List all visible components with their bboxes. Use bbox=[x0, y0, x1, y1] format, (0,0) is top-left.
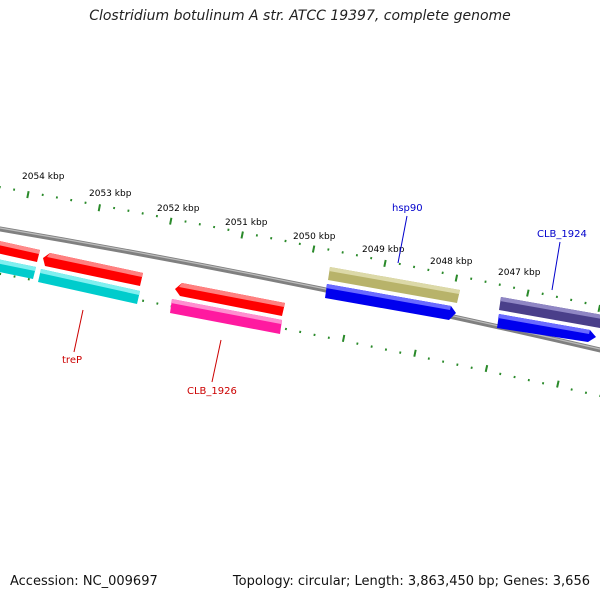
inner-ring-minor-tick bbox=[470, 366, 473, 370]
inner-ring-minor-tick bbox=[456, 363, 459, 366]
kbp-label-2053: 2053 kbp bbox=[89, 189, 132, 199]
map-title: Clostridium botulinum A str. ATCC 19397,… bbox=[89, 8, 511, 24]
outer-ring-major-tick bbox=[169, 217, 173, 225]
inner-ring-minor-tick bbox=[356, 342, 359, 345]
outer-ring-minor-tick bbox=[541, 292, 544, 296]
kbp-label-2052: 2052 kbp bbox=[157, 204, 200, 214]
outer-ring-major-tick bbox=[526, 289, 530, 297]
kbp-label-2050: 2050 kbp bbox=[293, 232, 336, 242]
gene-trep-red-arrow[interactable] bbox=[43, 253, 143, 286]
gene-label-leaders bbox=[73, 215, 561, 383]
outer-ring-minor-tick bbox=[427, 268, 430, 272]
outer-ring-major-tick bbox=[311, 245, 316, 253]
gene-clb1926-red-arrow[interactable] bbox=[175, 283, 285, 316]
outer-ring-major-tick bbox=[26, 191, 30, 199]
gene-cyan-left-partial[interactable] bbox=[0, 258, 36, 279]
outer-tick-ring bbox=[0, 186, 600, 313]
inner-ring-major-tick bbox=[413, 349, 417, 357]
outer-ring-minor-tick bbox=[412, 265, 416, 269]
inner-ring-minor-tick bbox=[370, 345, 373, 348]
topology-summary-text: Topology: circular; Length: 3,863,450 bp… bbox=[232, 574, 590, 589]
gene-trep-cyan[interactable] bbox=[38, 269, 140, 304]
outer-ring-minor-tick bbox=[341, 251, 344, 254]
gene-label-clb1926[interactable]: CLB_1926 bbox=[187, 386, 237, 397]
kbp-label-2048: 2048 kbp bbox=[430, 257, 473, 267]
outer-ring-minor-tick bbox=[441, 271, 444, 275]
gene-labels: hsp90 CLB_1924 treP CLB_1926 bbox=[62, 203, 587, 397]
inner-ring-major-tick bbox=[556, 380, 560, 388]
leader-clb1924 bbox=[551, 241, 561, 291]
gene-red-left-partial[interactable] bbox=[0, 240, 40, 262]
outer-ring-minor-tick bbox=[141, 212, 144, 215]
inner-ring-minor-tick bbox=[513, 375, 516, 379]
gene-label-hsp90[interactable]: hsp90 bbox=[392, 203, 423, 214]
gene-hsp90-olive[interactable] bbox=[328, 267, 460, 303]
gene-hsp90-blue-arrow[interactable] bbox=[325, 284, 456, 320]
outer-ring-minor-tick bbox=[512, 286, 516, 290]
gene-features bbox=[0, 240, 600, 342]
outer-ring-major-tick bbox=[383, 259, 387, 268]
outer-ring-major-tick bbox=[240, 231, 244, 239]
accession-text: Accession: NC_009697 bbox=[10, 574, 158, 589]
leader-clb1926 bbox=[211, 339, 222, 383]
inner-ring-major-tick bbox=[484, 364, 489, 373]
outer-ring-minor-tick bbox=[327, 248, 330, 251]
outer-ring-major-tick bbox=[97, 204, 101, 212]
kbp-label-2054: 2054 kbp bbox=[22, 172, 65, 182]
kbp-label-2049: 2049 kbp bbox=[362, 245, 405, 255]
leader-trep bbox=[73, 309, 84, 353]
inner-ring-minor-tick bbox=[156, 302, 159, 305]
inner-ring-minor-tick bbox=[499, 372, 502, 376]
gene-label-clb1924[interactable]: CLB_1924 bbox=[537, 229, 587, 240]
inner-ring-minor-tick bbox=[570, 388, 573, 391]
inner-ring-minor-tick bbox=[384, 348, 388, 351]
gene-label-trep[interactable]: treP bbox=[62, 355, 82, 366]
inner-ring-major-tick bbox=[341, 334, 346, 342]
inner-ring-minor-tick bbox=[584, 391, 588, 395]
gene-clb1926-magenta[interactable] bbox=[170, 299, 282, 334]
kbp-scale-labels: 2054 kbp 2053 kbp 2052 kbp 2051 kbp 2050… bbox=[22, 172, 541, 278]
outer-ring-minor-tick bbox=[498, 283, 501, 286]
outer-ring-major-tick bbox=[454, 274, 459, 282]
kbp-label-2047: 2047 kbp bbox=[498, 268, 541, 278]
gene-clb1924-blue-arrow[interactable] bbox=[497, 314, 596, 342]
inner-ring-minor-tick bbox=[284, 327, 288, 331]
gene-clb1924-purple[interactable] bbox=[499, 297, 600, 328]
leader-hsp90 bbox=[397, 215, 408, 264]
kbp-label-2051: 2051 kbp bbox=[225, 218, 268, 228]
inner-ring-minor-tick bbox=[399, 351, 402, 354]
